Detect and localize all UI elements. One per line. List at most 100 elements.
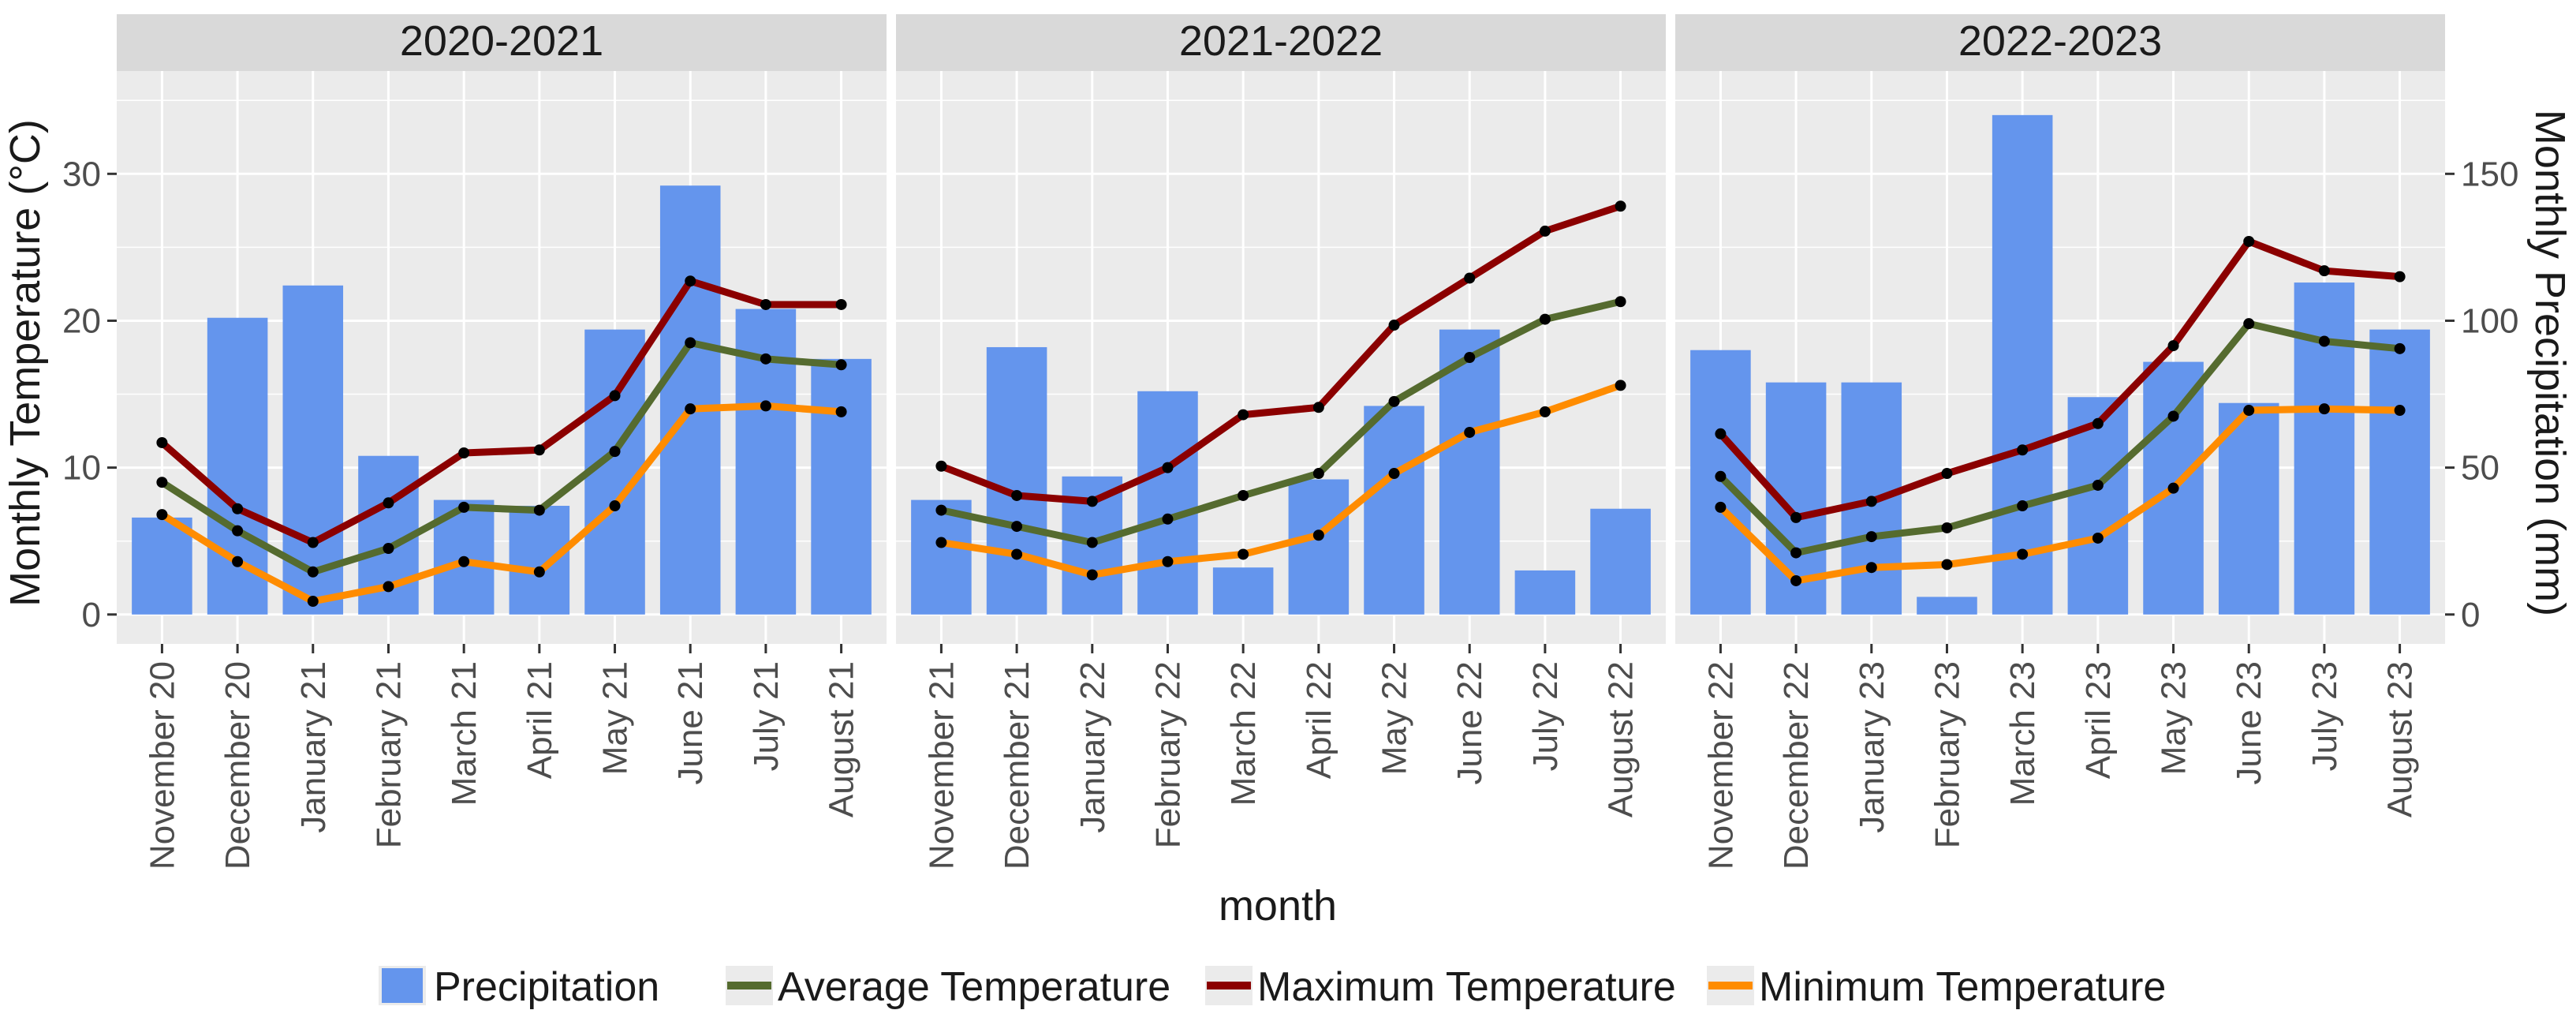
minimum-temperature-point bbox=[609, 500, 621, 512]
x-tick-label: November 20 bbox=[143, 661, 181, 870]
average-temperature-point bbox=[1715, 470, 1727, 482]
maximum-temperature-point bbox=[835, 298, 847, 310]
precipitation-bar bbox=[2218, 402, 2279, 615]
minimum-temperature-point bbox=[1941, 559, 1953, 570]
panel-2021-2022: 2021-2022 November 21 December 21 January 2… bbox=[896, 14, 1666, 870]
x-tick-label: January 22 bbox=[1073, 661, 1112, 833]
minimum-temperature-point bbox=[1539, 406, 1551, 417]
minimum-temperature-point bbox=[2167, 482, 2179, 494]
maximum-temperature-point bbox=[1312, 402, 1324, 413]
x-tick-label: May 23 bbox=[2155, 661, 2193, 775]
x-tick-label: July 21 bbox=[747, 661, 786, 771]
maximum-temperature-point bbox=[2167, 340, 2179, 352]
maximum-temperature-point bbox=[1790, 511, 1802, 523]
precipitation-bar bbox=[911, 499, 972, 615]
maximum-temperature-point bbox=[2394, 271, 2406, 282]
average-temperature-point bbox=[2017, 500, 2029, 512]
precipitation-bar bbox=[1590, 508, 1651, 615]
precipitation-bar bbox=[1690, 350, 1751, 615]
x-tick-label: June 23 bbox=[2230, 661, 2268, 785]
maximum-temperature-point bbox=[609, 390, 621, 402]
average-temperature-point bbox=[307, 566, 319, 578]
precipitation-bar bbox=[986, 346, 1047, 615]
precipitation-bar bbox=[1917, 597, 1977, 615]
x-tick-label: July 23 bbox=[2305, 661, 2344, 771]
legend-item-precipitation: Precipitation bbox=[379, 964, 659, 1010]
minimum-temperature-point bbox=[533, 566, 545, 578]
legend-label-precipitation: Precipitation bbox=[434, 964, 659, 1010]
maximum-temperature-point bbox=[1615, 200, 1626, 212]
minimum-temperature-point bbox=[760, 400, 771, 412]
y-tick-label-left: 10 bbox=[62, 449, 101, 488]
x-tick-label: March 22 bbox=[1224, 661, 1263, 806]
x-tick-label: November 21 bbox=[922, 661, 961, 870]
minimum-temperature-point bbox=[2318, 403, 2330, 415]
legend-item-maximum-temperature: Maximum Temperature bbox=[1205, 964, 1676, 1010]
x-axis-title: month bbox=[1219, 882, 1337, 930]
x-tick-label: February 22 bbox=[1148, 661, 1187, 848]
minimum-temperature-point bbox=[156, 509, 168, 521]
maximum-temperature-point bbox=[1011, 489, 1023, 501]
average-temperature-point bbox=[1162, 513, 1174, 525]
average-temperature-point bbox=[2167, 410, 2179, 422]
precipitation-bar bbox=[584, 329, 645, 615]
maximum-temperature-line bbox=[158, 277, 846, 547]
minimum-temperature-point bbox=[1464, 426, 1476, 438]
average-temperature-point bbox=[533, 504, 545, 516]
maximum-temperature-point bbox=[760, 298, 771, 310]
x-tick-label: December 22 bbox=[1777, 661, 1816, 870]
average-temperature-point bbox=[383, 543, 394, 554]
average-temperature-point bbox=[2092, 479, 2104, 491]
legend-label-average-temperature: Average Temperature bbox=[778, 964, 1170, 1010]
minimum-temperature-point bbox=[1011, 548, 1023, 560]
facet-strip bbox=[1675, 14, 2445, 71]
precipitation-bar bbox=[811, 358, 872, 615]
average-temperature-line bbox=[937, 297, 1625, 547]
x-tick-label: June 21 bbox=[671, 661, 710, 785]
minimum-temperature-point bbox=[1865, 562, 1877, 574]
maximum-temperature-point bbox=[685, 275, 696, 287]
precipitation-bar bbox=[132, 517, 192, 615]
x-tick-label: March 23 bbox=[2003, 661, 2042, 806]
minimum-temperature-point bbox=[307, 596, 319, 608]
precipitation-bar bbox=[2294, 282, 2355, 615]
precipitation-bar bbox=[1364, 406, 1424, 615]
y-tick-label-left: 30 bbox=[62, 155, 101, 193]
x-tick-label: March 21 bbox=[445, 661, 483, 806]
maximum-temperature-point bbox=[156, 436, 168, 448]
average-temperature-point bbox=[2318, 335, 2330, 347]
precipitation-bar bbox=[2369, 329, 2430, 615]
x-tick-label: June 22 bbox=[1450, 661, 1489, 785]
precipitation-bar bbox=[1137, 391, 1198, 615]
minimum-temperature-point bbox=[2092, 532, 2104, 544]
minimum-temperature-point bbox=[2017, 548, 2029, 560]
average-temperature-point bbox=[232, 525, 244, 537]
precipitation-bar bbox=[659, 185, 721, 615]
facet-strip bbox=[896, 14, 1666, 71]
minimum-temperature-point bbox=[1388, 468, 1400, 480]
average-temperature-point bbox=[2243, 318, 2255, 330]
minimum-temperature-point bbox=[458, 556, 470, 567]
y-axis-left-title: Monthly Temperature (°C) bbox=[2, 119, 49, 607]
precipitation-bar bbox=[1288, 479, 1350, 615]
facet-label: 2020-2021 bbox=[400, 17, 603, 65]
x-tick-label: April 21 bbox=[521, 661, 559, 779]
facet-strip bbox=[117, 14, 887, 71]
average-temperature-point bbox=[1790, 547, 1802, 559]
facet-label: 2021-2022 bbox=[1179, 17, 1383, 65]
x-tick-label: November 22 bbox=[1701, 661, 1740, 870]
x-tick-label: April 23 bbox=[2079, 661, 2118, 779]
minimum-temperature-point bbox=[1615, 380, 1626, 391]
minimum-temperature-point bbox=[1312, 529, 1324, 541]
maximum-temperature-point bbox=[1941, 468, 1953, 480]
average-temperature-point bbox=[760, 353, 771, 365]
minimum-temperature-point bbox=[1086, 569, 1098, 581]
minimum-temperature-point bbox=[1162, 556, 1174, 567]
minimum-temperature-point bbox=[2243, 405, 2255, 417]
precipitation-bar bbox=[1212, 567, 1274, 615]
legend-label-minimum-temperature: Minimum Temperature bbox=[1759, 964, 2166, 1010]
precipitation-bar bbox=[1514, 570, 1576, 615]
legend-label-maximum-temperature: Maximum Temperature bbox=[1257, 964, 1676, 1010]
maximum-temperature-point bbox=[1464, 272, 1476, 284]
